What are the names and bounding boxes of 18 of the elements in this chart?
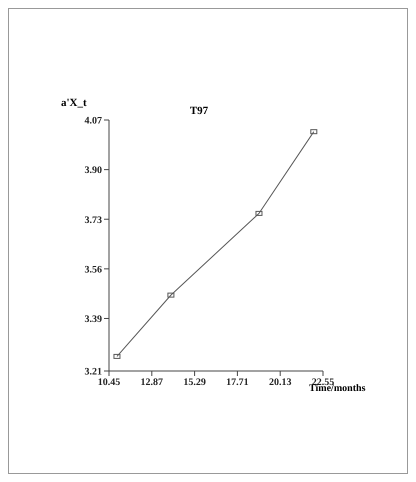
y-tick-label: 3.56	[84, 264, 102, 276]
y-tick-label: 3.39	[84, 314, 102, 326]
x-tick-label: 17.71	[226, 377, 249, 388]
point	[310, 129, 318, 134]
chart-title: T97	[188, 105, 210, 117]
y-tick-label: 3.73	[84, 214, 102, 226]
x-tick-label: 15.29	[183, 377, 206, 388]
point	[255, 210, 262, 216]
x-tick-label: 10.45	[98, 377, 120, 388]
point	[167, 292, 174, 298]
x-tick-label: 12.87	[140, 377, 164, 388]
y-tick-label: 4.07	[84, 116, 102, 127]
x-axis-title: Time/months	[309, 383, 366, 394]
y-axis-title: a'X_t	[61, 97, 87, 109]
point	[113, 354, 120, 359]
y-tick-label: 3.21	[84, 366, 102, 378]
x-tick-label: 20.13	[268, 377, 292, 388]
y-tick-label: 3.90	[84, 165, 102, 176]
